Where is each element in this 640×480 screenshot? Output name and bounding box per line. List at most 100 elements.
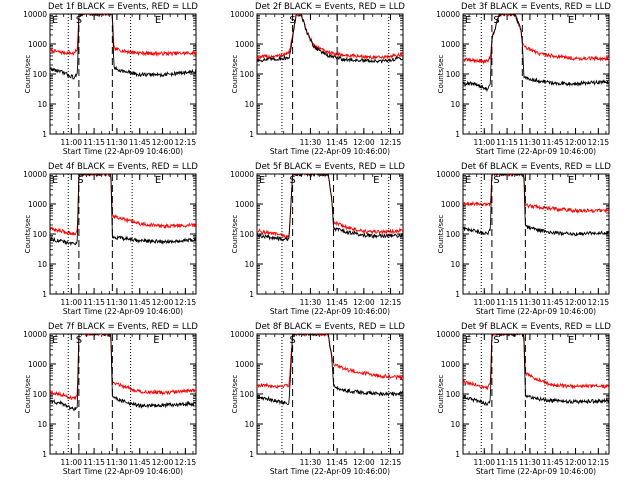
lld-series-line xyxy=(50,334,196,401)
end-marker-label: E xyxy=(259,175,265,186)
y-tick-label: 1000 xyxy=(28,360,47,369)
y-tick-label: 1000 xyxy=(235,360,254,369)
x-tick-label: 12:15 xyxy=(175,458,197,467)
start-marker-label: S xyxy=(493,175,499,186)
panel-title: Det 6f BLACK = Events, RED = LLD xyxy=(461,162,611,172)
x-tick-label: 11:00 xyxy=(473,458,495,467)
detector-panel: Det 1f BLACK = Events, RED = LLD 1 10 100 10… xyxy=(23,2,198,156)
x-tick-label: 12:00 xyxy=(565,458,587,467)
panel-title: Det 1f BLACK = Events, RED = LLD xyxy=(48,2,198,12)
panel-title: Det 5f BLACK = Events, RED = LLD xyxy=(255,162,405,172)
x-tick-label: 11:30 xyxy=(300,458,322,467)
start-marker-label: S xyxy=(76,335,82,346)
start-marker-label: S xyxy=(289,15,295,26)
x-tick-label: 11:45 xyxy=(542,298,564,307)
x-tick-label: 11:15 xyxy=(496,298,518,307)
end-marker-label: E xyxy=(568,15,574,26)
x-axis-label: Start Time (22-Apr-09 10:46:00) xyxy=(476,147,596,156)
y-tick-label: 10 xyxy=(450,260,460,269)
y-tick-label: 10000 xyxy=(23,330,47,339)
x-tick-label: 12:15 xyxy=(380,138,402,147)
plot-frame xyxy=(256,13,404,135)
detector-panel: Det 7f BLACK = Events, RED = LLD 1 10 100 10… xyxy=(23,322,198,476)
x-tick-label: 11:00 xyxy=(60,458,82,467)
x-tick-label: 11:30 xyxy=(106,138,128,147)
x-tick-label: 11:45 xyxy=(129,298,151,307)
y-tick-label: 1000 xyxy=(441,40,460,49)
y-tick-label: 1 xyxy=(455,290,460,299)
y-tick-label: 10 xyxy=(450,100,460,109)
y-tick-label: 10000 xyxy=(436,330,460,339)
x-tick-label: 12:00 xyxy=(565,298,587,307)
y-tick-label: 100 xyxy=(446,230,461,239)
x-tick-label: 11:30 xyxy=(300,138,322,147)
start-marker-label: S xyxy=(77,175,83,186)
y-tick-label: 100 xyxy=(240,390,255,399)
detector-panel: Det 3f BLACK = Events, RED = LLD 1 10 100 10… xyxy=(436,2,611,156)
x-tick-label: 12:15 xyxy=(588,458,610,467)
x-tick-label: 12:15 xyxy=(175,298,197,307)
y-tick-label: 1 xyxy=(42,450,47,459)
panel-title: Det 9f BLACK = Events, RED = LLD xyxy=(461,322,611,332)
y-tick-label: 100 xyxy=(33,390,48,399)
x-tick-label: 12:15 xyxy=(175,138,197,147)
x-tick-label: 11:30 xyxy=(519,298,541,307)
y-tick-label: 1000 xyxy=(28,40,47,49)
panel-title: Det 2f BLACK = Events, RED = LLD xyxy=(255,2,405,12)
end-marker-label: E xyxy=(52,15,58,26)
x-tick-label: 12:00 xyxy=(353,138,375,147)
y-tick-label: 10000 xyxy=(230,10,254,19)
x-tick-label: 12:00 xyxy=(152,298,174,307)
x-tick-label: 11:00 xyxy=(60,298,82,307)
y-tick-label: 1 xyxy=(42,290,47,299)
lld-series-line xyxy=(50,14,196,57)
x-axis-label: Start Time (22-Apr-09 10:46:00) xyxy=(476,307,596,316)
events-series-line xyxy=(257,334,403,406)
y-tick-label: 1000 xyxy=(441,360,460,369)
end-marker-label: E xyxy=(155,175,161,186)
y-axis-label: Counts/sec xyxy=(231,215,239,254)
y-tick-label: 10000 xyxy=(436,10,460,19)
end-marker-label: E xyxy=(52,335,58,346)
start-marker-label: S xyxy=(289,335,295,346)
start-marker-label: S xyxy=(493,15,499,26)
plot-frame xyxy=(462,333,610,455)
x-tick-label: 12:00 xyxy=(565,138,587,147)
y-tick-label: 1 xyxy=(249,290,254,299)
y-tick-label: 1 xyxy=(455,130,460,139)
x-tick-label: 11:45 xyxy=(542,138,564,147)
y-tick-label: 1 xyxy=(42,130,47,139)
x-axis-label: Start Time (22-Apr-09 10:46:00) xyxy=(270,307,390,316)
x-tick-label: 11:15 xyxy=(83,298,105,307)
y-tick-label: 1 xyxy=(249,130,254,139)
x-tick-label: 11:30 xyxy=(106,298,128,307)
end-marker-label: E xyxy=(465,15,471,26)
y-axis-label: Counts/sec xyxy=(24,215,32,254)
y-tick-label: 10000 xyxy=(23,10,47,19)
y-tick-label: 100 xyxy=(240,70,255,79)
detector-panel: Det 6f BLACK = Events, RED = LLD 1 10 100 10… xyxy=(436,162,611,316)
y-tick-label: 10000 xyxy=(230,330,254,339)
y-tick-label: 10 xyxy=(37,420,47,429)
y-tick-label: 1000 xyxy=(441,200,460,209)
y-tick-label: 10 xyxy=(244,100,254,109)
x-tick-label: 11:15 xyxy=(496,138,518,147)
detector-panel: Det 9f BLACK = Events, RED = LLD 1 10 100 10… xyxy=(436,322,611,476)
x-tick-label: 11:30 xyxy=(106,458,128,467)
events-series-line xyxy=(50,174,196,247)
x-tick-label: 11:00 xyxy=(60,138,82,147)
panel-title: Det 7f BLACK = Events, RED = LLD xyxy=(48,322,198,332)
end-marker-label: E xyxy=(52,175,58,186)
x-tick-label: 11:30 xyxy=(519,458,541,467)
y-tick-label: 100 xyxy=(33,230,48,239)
y-tick-label: 10 xyxy=(450,420,460,429)
x-tick-label: 12:00 xyxy=(152,138,174,147)
x-tick-label: 12:15 xyxy=(380,458,402,467)
x-axis-label: Start Time (22-Apr-09 10:46:00) xyxy=(63,147,183,156)
lld-series-line xyxy=(463,14,609,65)
detector-panel: Det 8f BLACK = Events, RED = LLD 1 10 100 10… xyxy=(230,322,405,476)
y-axis-label: Counts/sec xyxy=(24,375,32,414)
y-tick-label: 1000 xyxy=(235,200,254,209)
events-series-line xyxy=(463,174,609,237)
